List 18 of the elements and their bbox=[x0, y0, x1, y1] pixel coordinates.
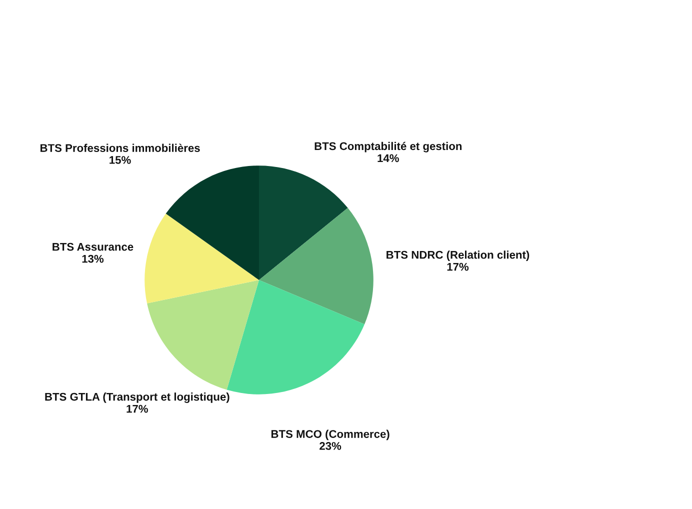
pie-slice bbox=[259, 166, 348, 280]
pie-slice bbox=[147, 280, 259, 390]
slice-label: BTS Comptabilité et gestion bbox=[314, 142, 462, 152]
data-label: 23% bbox=[320, 442, 342, 450]
data-label: 15% bbox=[110, 156, 131, 164]
data-label: 13% bbox=[82, 254, 104, 263]
pie-slice bbox=[259, 208, 374, 324]
slice-label: BTS Professions immobilières bbox=[40, 144, 200, 152]
pie-slice bbox=[226, 280, 365, 394]
slice-label: BTS GTLA (Transport et logistique) bbox=[45, 392, 230, 403]
pie-slice bbox=[166, 166, 259, 280]
data-label: 14% bbox=[378, 154, 399, 162]
slice-label: BTS NDRC (Relation client) bbox=[386, 250, 530, 261]
slice-label: BTS Assurance bbox=[52, 242, 134, 251]
pie-slice bbox=[144, 214, 259, 304]
slice-label: BTS MCO (Commerce) bbox=[271, 430, 390, 440]
data-label: 17% bbox=[126, 404, 148, 413]
data-label: 17% bbox=[447, 262, 469, 271]
